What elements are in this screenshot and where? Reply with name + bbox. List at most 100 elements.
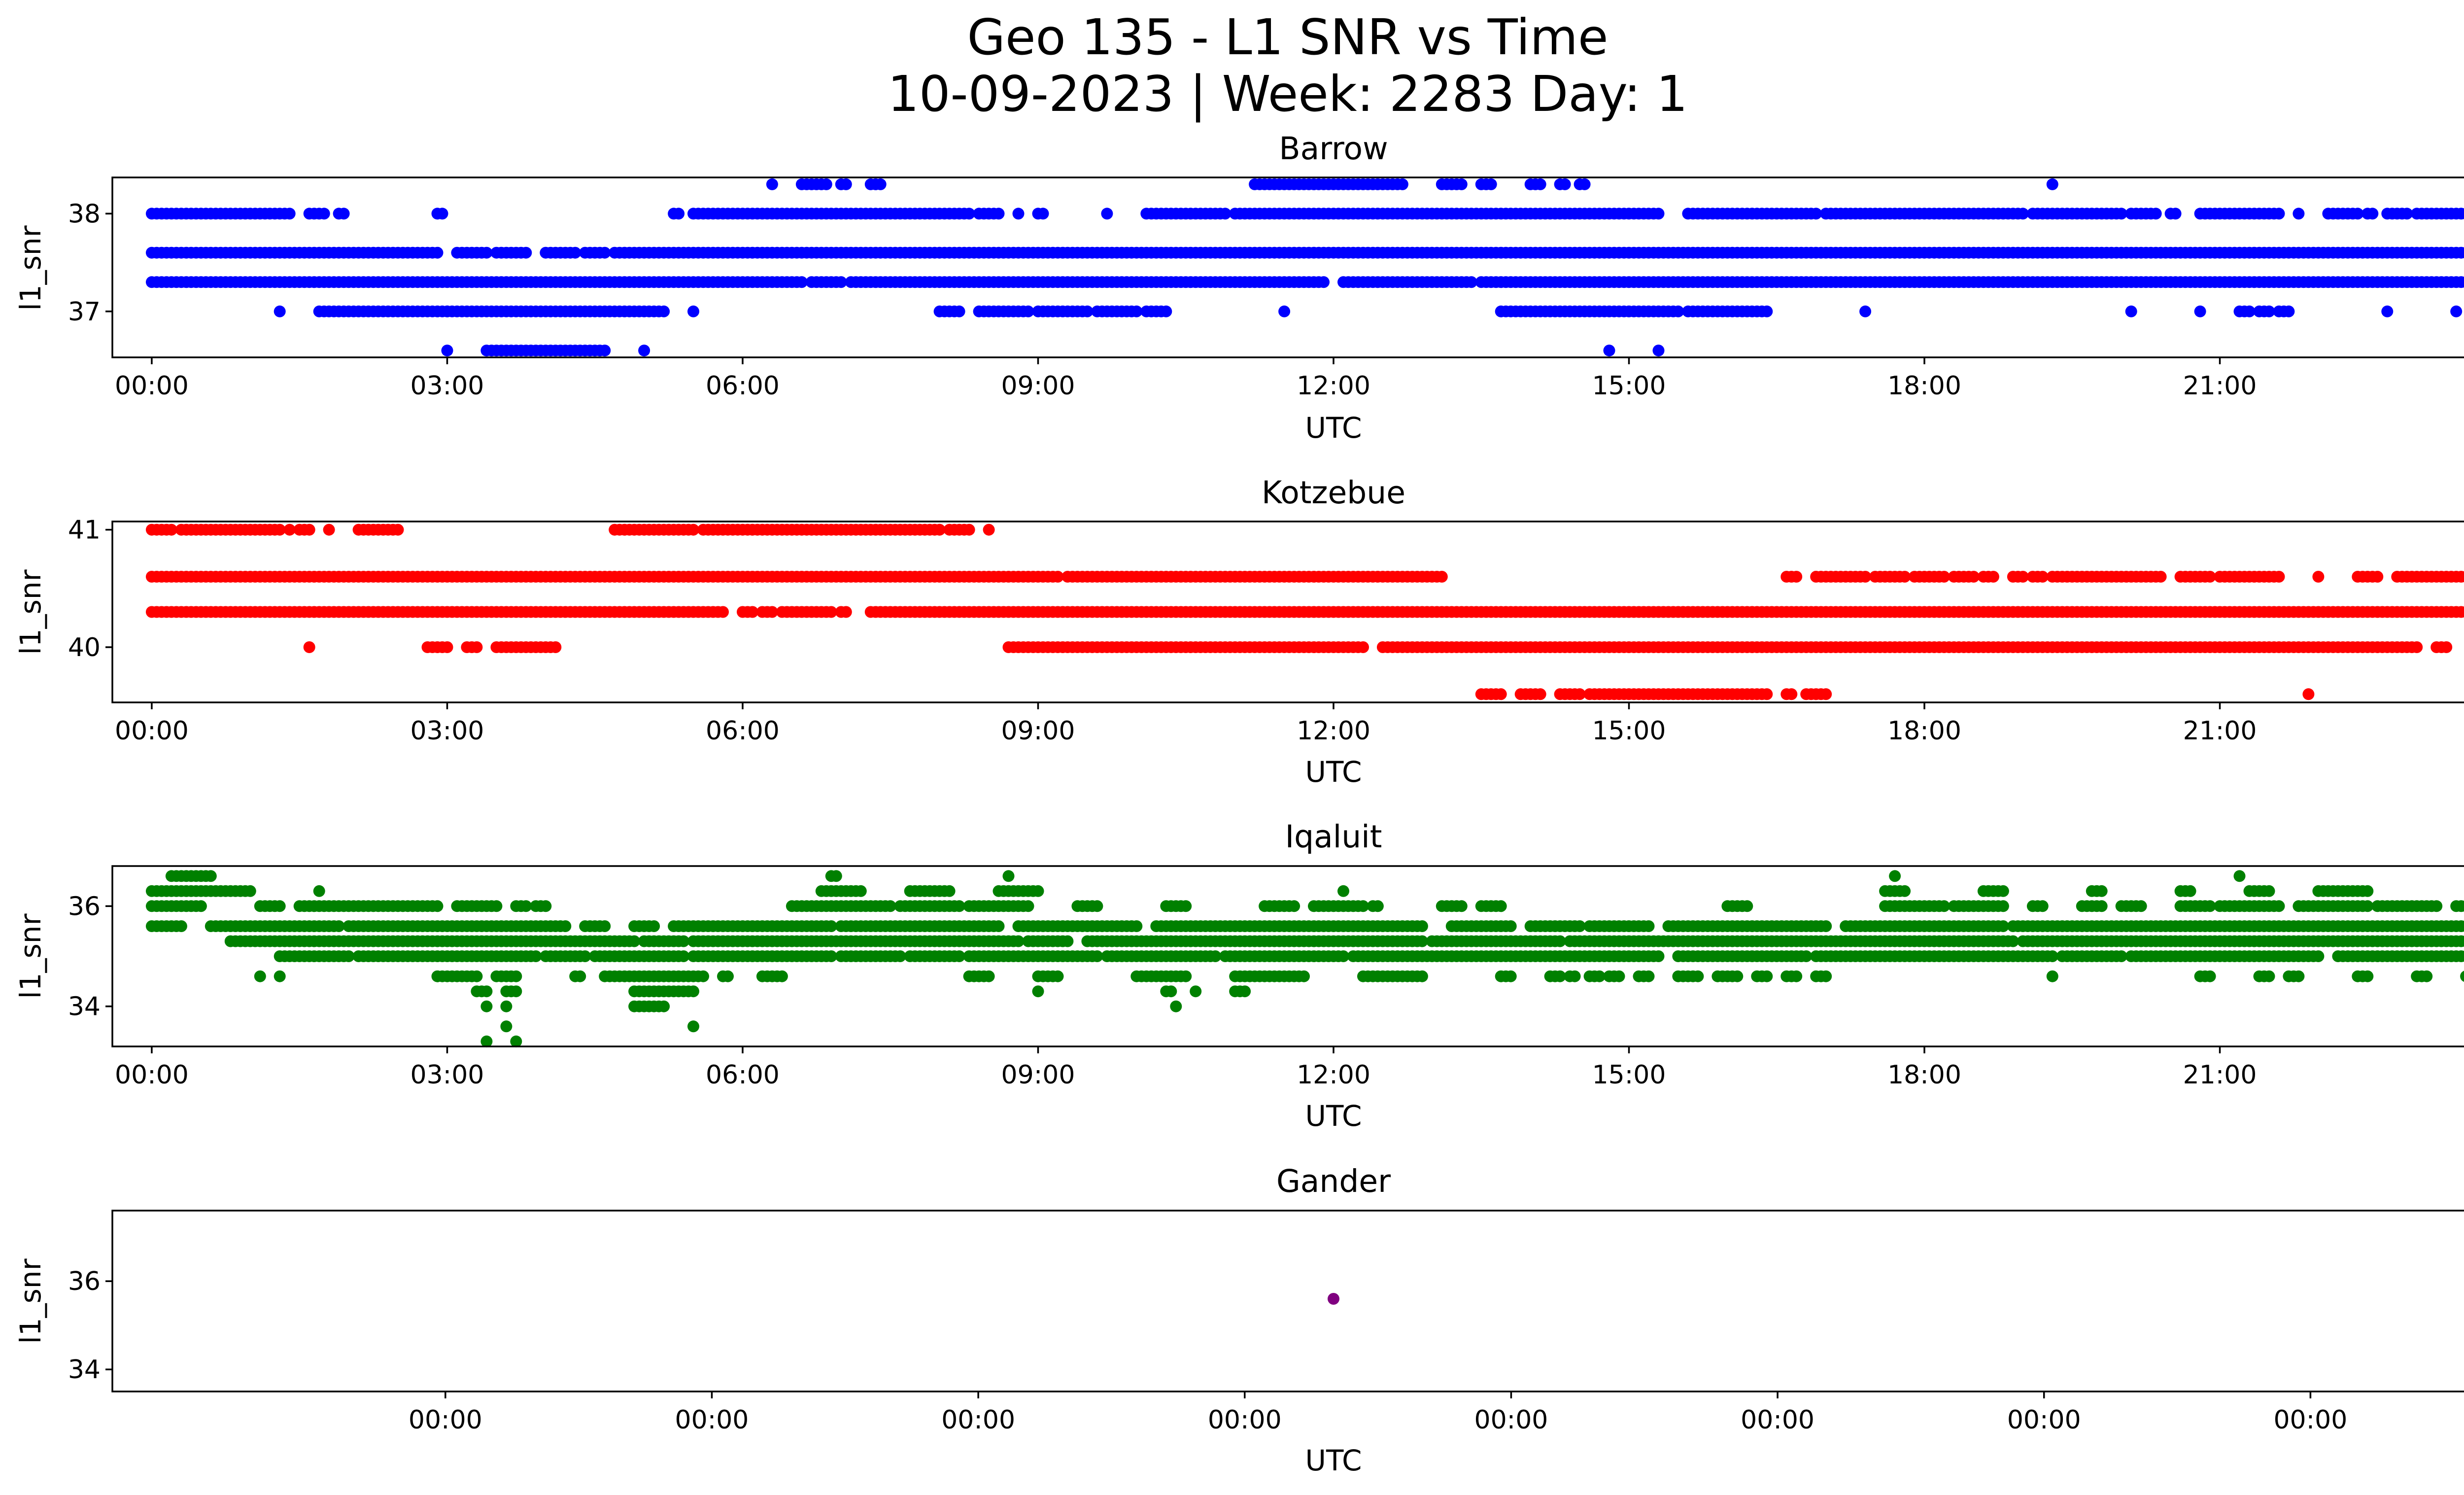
data-point — [1180, 970, 1192, 982]
data-point — [687, 523, 699, 536]
data-point — [2421, 970, 2433, 982]
x-tick-label: 00:00 — [409, 1405, 482, 1435]
axes-frame — [111, 176, 2464, 358]
data-point — [480, 985, 493, 998]
data-point — [574, 970, 586, 982]
data-point — [1371, 900, 1384, 912]
data-point — [1022, 305, 1034, 317]
data-point — [1130, 305, 1143, 317]
data-point — [687, 985, 699, 998]
data-point — [338, 208, 350, 220]
x-tick-label: 03:00 — [411, 1060, 484, 1090]
data-point — [303, 641, 315, 653]
data-point — [471, 970, 483, 982]
x-tick-label: 18:00 — [1887, 1060, 1961, 1090]
x-tick-label: 00:00 — [1208, 1405, 1282, 1435]
data-point — [244, 885, 256, 897]
y-tick-label: 34 — [68, 1355, 101, 1385]
data-point — [1190, 985, 1202, 998]
x-tick-label: 12:00 — [1297, 1060, 1370, 1090]
data-points — [145, 870, 2464, 1047]
data-point — [1278, 305, 1291, 317]
data-point — [274, 305, 286, 317]
data-point — [840, 606, 852, 618]
data-point — [480, 246, 493, 259]
data-point — [195, 900, 207, 912]
data-point — [658, 1000, 670, 1012]
data-point — [559, 920, 572, 932]
data-point — [795, 276, 808, 288]
data-point — [2263, 305, 2275, 317]
data-point — [2293, 208, 2305, 220]
data-point — [992, 920, 1005, 932]
data-point — [1889, 870, 1901, 882]
data-point — [2273, 208, 2285, 220]
data-point — [2381, 305, 2394, 317]
data-point — [2366, 208, 2379, 220]
data-point — [1741, 900, 1753, 912]
x-tick-label: 12:00 — [1297, 716, 1370, 746]
data-point — [983, 970, 995, 982]
data-point — [953, 305, 965, 317]
data-point — [1416, 920, 1428, 932]
data-point — [1032, 885, 1044, 897]
data-point — [1820, 920, 1832, 932]
x-tick-label: 00:00 — [1741, 1405, 1814, 1435]
x-tick-label: 06:00 — [706, 1060, 780, 1090]
data-point — [2036, 900, 2049, 912]
x-tick-label: 06:00 — [706, 371, 780, 401]
data-point — [599, 246, 611, 259]
data-point — [2204, 970, 2216, 982]
data-point — [1288, 900, 1300, 912]
data-point — [1318, 276, 1330, 288]
data-point — [1761, 688, 1773, 700]
data-point — [1219, 208, 1232, 220]
y-axis-label: l1_snr — [14, 913, 47, 999]
data-point — [776, 970, 788, 982]
data-point — [2263, 885, 2275, 897]
y-tick-label: 36 — [68, 1267, 101, 1296]
data-point — [1328, 1293, 1339, 1305]
x-tick-label: 15:00 — [1592, 716, 1666, 746]
data-point — [830, 870, 842, 882]
data-point — [175, 920, 187, 932]
data-point — [1997, 900, 2009, 912]
data-point — [1032, 985, 1044, 998]
data-point — [2150, 208, 2162, 220]
data-point — [2194, 305, 2206, 317]
data-point — [2312, 950, 2325, 962]
data-point — [2371, 571, 2384, 583]
panel-title: Iqaluit — [1285, 819, 1382, 855]
data-point — [835, 276, 847, 288]
x-tick-label: 15:00 — [1592, 1060, 1666, 1090]
x-tick-label: 00:00 — [1474, 1405, 1548, 1435]
data-point — [697, 970, 709, 982]
data-point — [2155, 571, 2167, 583]
panel-kotzebue: Kotzebue UTC l1_snr 00:00 03:00 06:00 09:00… — [14, 475, 2464, 789]
x-axis-label: UTC — [1305, 411, 1362, 445]
data-point — [2243, 305, 2256, 317]
x-tick-label: 21:00 — [2183, 371, 2257, 401]
x-tick-label: 18:00 — [1887, 716, 1961, 746]
data-point — [2460, 971, 2464, 982]
data-point — [1455, 178, 1468, 190]
data-point — [1997, 885, 2009, 897]
data-point — [2046, 970, 2058, 982]
panel-gander: Gander UTC l1_snr 00:00 00:00 00:00 00:00 00… — [14, 1163, 2464, 1477]
data-point — [2046, 178, 2058, 190]
data-point — [1761, 305, 1773, 317]
x-tick-label: 12:00 — [1297, 371, 1370, 401]
data-point — [2450, 305, 2463, 317]
x-axis-label: UTC — [1305, 755, 1362, 789]
x-tick-label: 00:00 — [2007, 1405, 2081, 1435]
y-tick-label: 41 — [68, 516, 101, 545]
data-point — [1101, 208, 1113, 220]
data-point — [766, 178, 778, 190]
data-point — [520, 246, 532, 259]
data-point — [431, 900, 444, 912]
data-point — [1603, 345, 1615, 357]
data-point — [1239, 985, 1251, 998]
axes-frame — [111, 1210, 2464, 1392]
data-point — [165, 523, 177, 536]
data-point — [1337, 885, 1349, 897]
